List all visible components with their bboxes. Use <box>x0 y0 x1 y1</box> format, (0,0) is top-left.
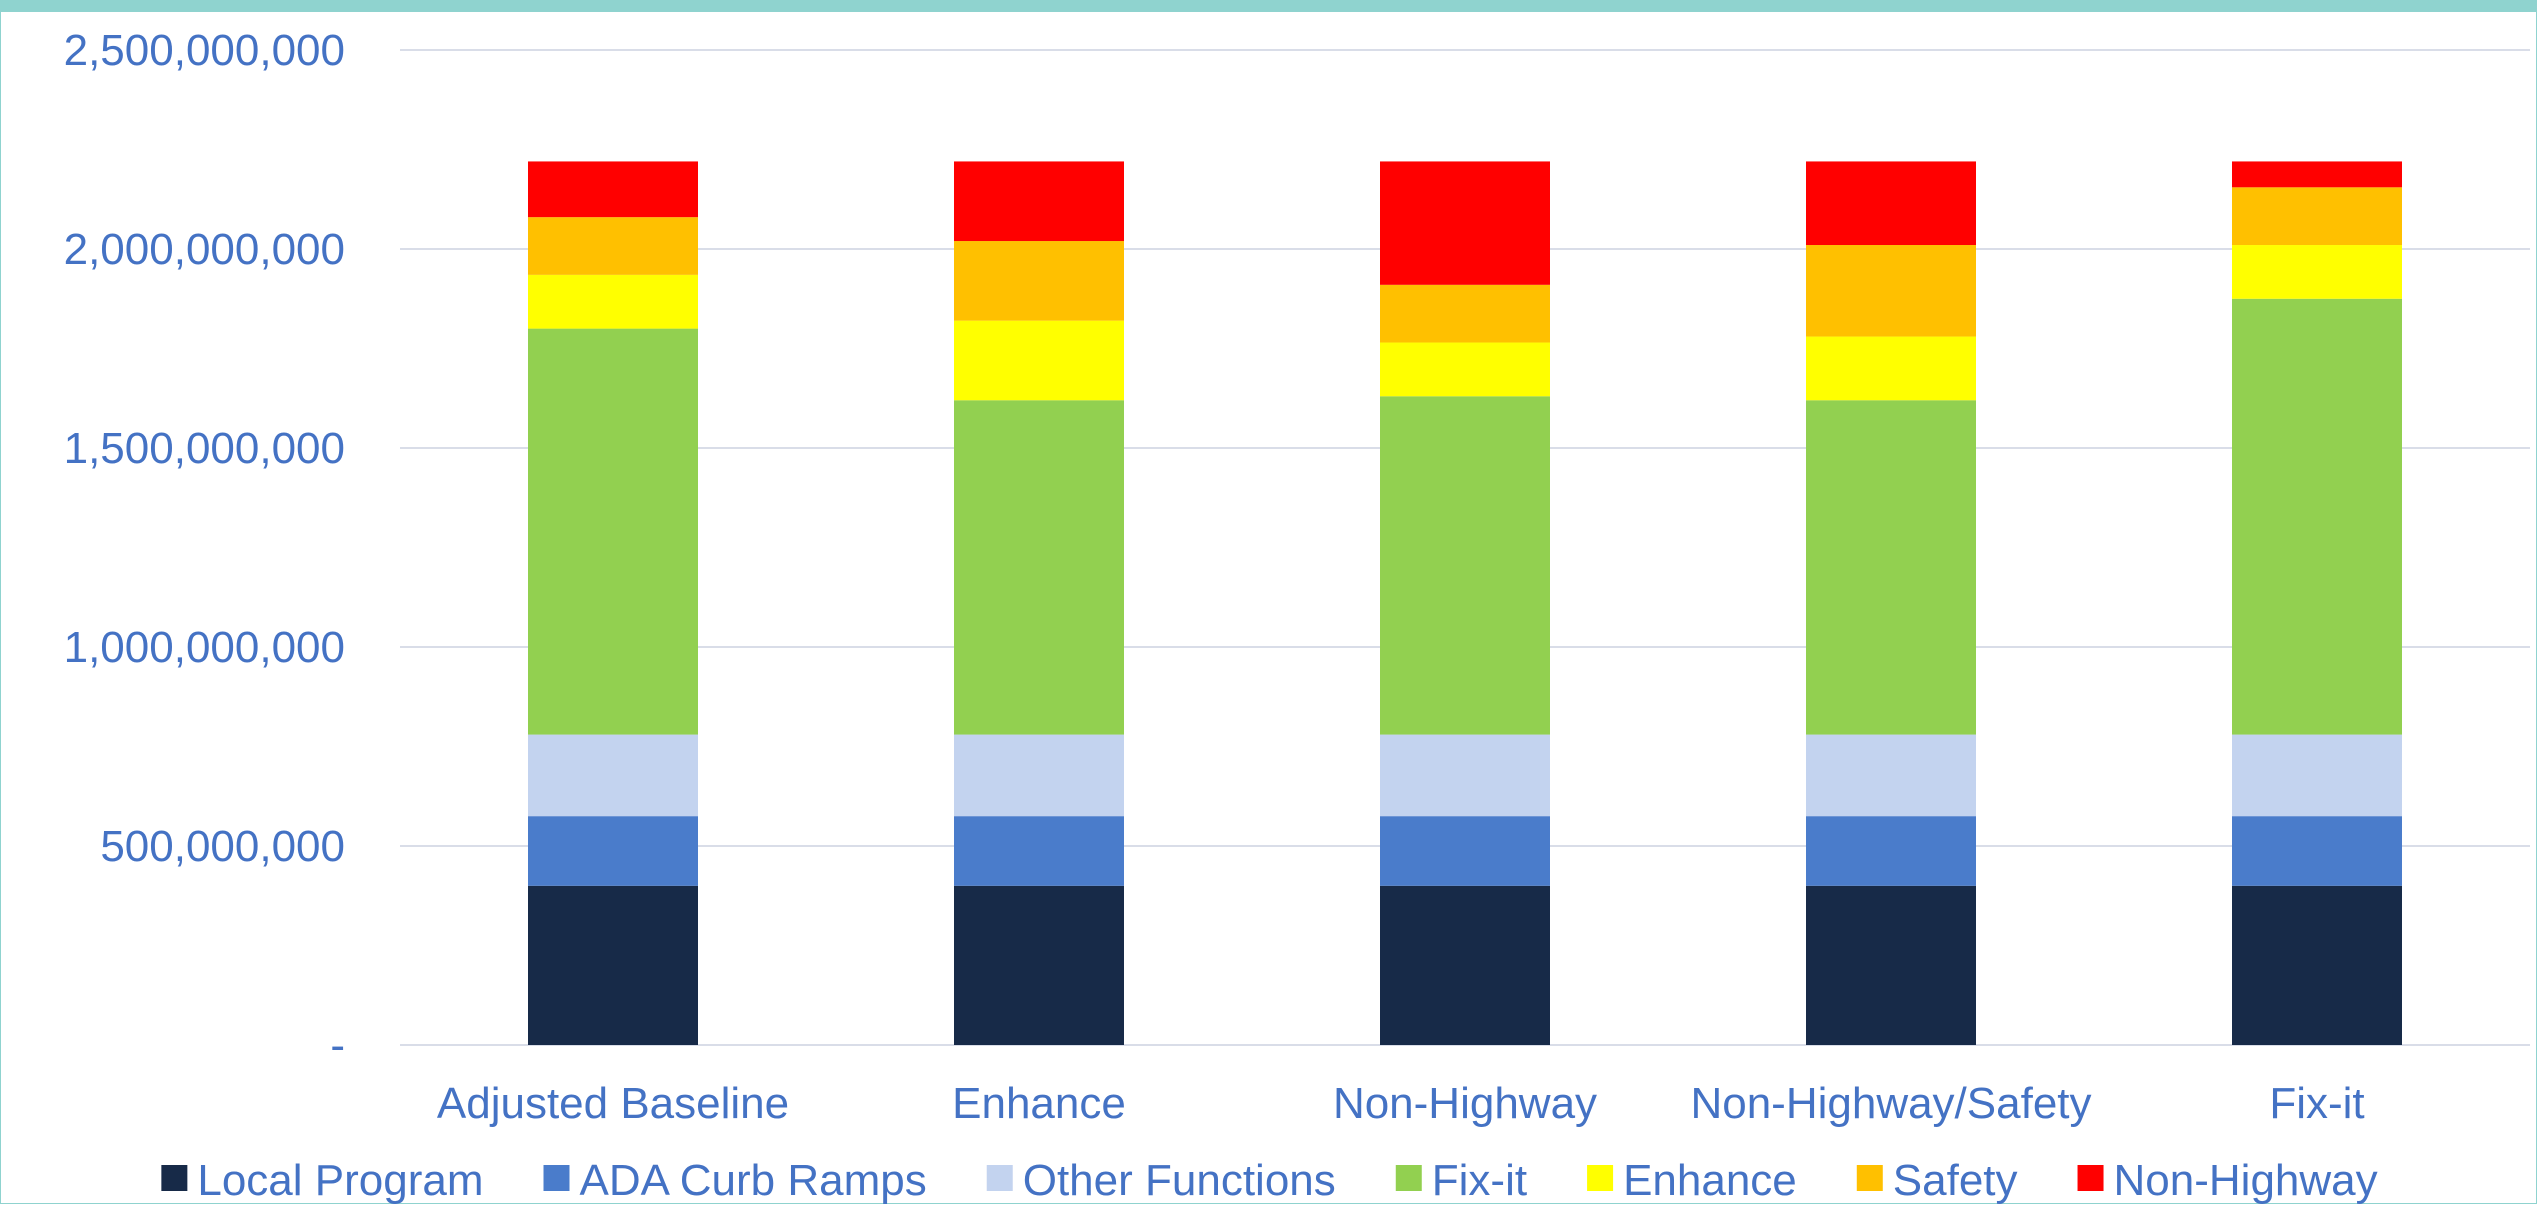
bar-segment-fix-it <box>528 328 698 735</box>
bar-segment-enhance <box>1806 336 1976 401</box>
bar-segment-ada-curb-ramps <box>2232 816 2402 886</box>
legend: Local Program ADA Curb Ramps Other Functio… <box>161 1156 2378 1205</box>
x-category-label: Enhance <box>952 1079 1126 1128</box>
bar-segment-safety <box>2232 187 2402 246</box>
bar-segment-ada-curb-ramps <box>1806 816 1976 886</box>
legend-label: ADA Curb Ramps <box>580 1156 927 1205</box>
legend-swatch <box>2077 1165 2104 1191</box>
bar-segment-safety <box>1806 245 1976 337</box>
y-tick-label: - <box>330 1021 345 1070</box>
bar-segment-local-program <box>2232 885 2402 1045</box>
legend-label: Enhance <box>1623 1156 1797 1205</box>
legend-item: Fix-it <box>1395 1156 1527 1205</box>
bar-segment-other-functions <box>1380 734 1550 817</box>
bar-segment-enhance <box>954 320 1124 401</box>
x-category-label: Non-Highway <box>1333 1079 1597 1128</box>
legend-label: Other Functions <box>1023 1156 1336 1205</box>
legend-swatch <box>1856 1165 1883 1191</box>
bar-segment-ada-curb-ramps <box>1380 816 1550 886</box>
y-tick-label: 500,000,000 <box>100 822 345 871</box>
x-axis-categories: Adjusted Baseline Enhance Non-Highway Non-H… <box>437 1079 2365 1128</box>
legend-swatch <box>543 1165 570 1191</box>
bar-stack <box>1806 161 1976 1045</box>
bar-segment-local-program <box>1806 885 1976 1045</box>
bar-segment-other-functions <box>2232 734 2402 817</box>
bar-segment-non-highway <box>1380 161 1550 285</box>
bar-segment-other-functions <box>954 734 1124 817</box>
legend-swatch <box>1395 1165 1422 1191</box>
legend-item: Enhance <box>1587 1156 1797 1205</box>
legend-label: Local Program <box>197 1156 483 1205</box>
bar-segment-safety <box>954 241 1124 321</box>
bar-segment-safety <box>1380 284 1550 343</box>
bar-segment-other-functions <box>1806 734 1976 817</box>
bar-segment-local-program <box>954 885 1124 1045</box>
legend-item: Non-Highway <box>2077 1156 2378 1205</box>
bar-stack <box>1380 161 1550 1045</box>
legend-label: Fix-it <box>1432 1156 1527 1205</box>
bar-segment-local-program <box>1380 885 1550 1045</box>
bar-segment-ada-curb-ramps <box>528 816 698 886</box>
bar-segment-fix-it <box>1806 400 1976 735</box>
x-category-label: Non-Highway/Safety <box>1690 1079 2091 1128</box>
legend-label: Non-Highway <box>2114 1156 2378 1205</box>
legend-item: Other Functions <box>986 1156 1336 1205</box>
bar-segment-non-highway <box>1806 161 1976 246</box>
bar-stack <box>954 161 1124 1045</box>
bar-segment-non-highway <box>954 161 1124 242</box>
legend-item: Safety <box>1856 1156 2018 1205</box>
bar-stack <box>528 161 698 1045</box>
bar-segment-fix-it <box>954 400 1124 735</box>
y-tick-label: 2,500,000,000 <box>64 26 345 75</box>
bar-segment-fix-it <box>1380 396 1550 735</box>
y-tick-label: 1,500,000,000 <box>64 424 345 473</box>
legend-label: Safety <box>1893 1156 2018 1205</box>
y-tick-label: 1,000,000,000 <box>64 623 345 672</box>
y-tick-label: 2,000,000,000 <box>64 225 345 274</box>
bar-segment-non-highway <box>528 161 698 218</box>
legend-swatch <box>1587 1165 1614 1191</box>
bar-segment-ada-curb-ramps <box>954 816 1124 886</box>
bar-segment-other-functions <box>528 734 698 817</box>
bar-segment-enhance <box>1380 342 1550 397</box>
x-category-label: Fix-it <box>2269 1079 2364 1128</box>
y-axis-ticks: - 500,000,000 1,000,000,000 1,500,000,000 2,… <box>64 26 345 1070</box>
legend-item: ADA Curb Ramps <box>543 1156 927 1205</box>
bar-segment-non-highway <box>2232 161 2402 188</box>
bar-segment-enhance <box>528 274 698 329</box>
bar-stack <box>2232 161 2402 1045</box>
legend-item: Local Program <box>161 1156 484 1205</box>
bars <box>528 161 2402 1045</box>
legend-swatch <box>986 1165 1013 1191</box>
bar-segment-safety <box>528 217 698 275</box>
bar-segment-local-program <box>528 885 698 1045</box>
legend-swatch <box>161 1165 188 1191</box>
bar-segment-fix-it <box>2232 298 2402 735</box>
x-category-label: Adjusted Baseline <box>437 1079 789 1128</box>
bar-segment-enhance <box>2232 245 2402 299</box>
